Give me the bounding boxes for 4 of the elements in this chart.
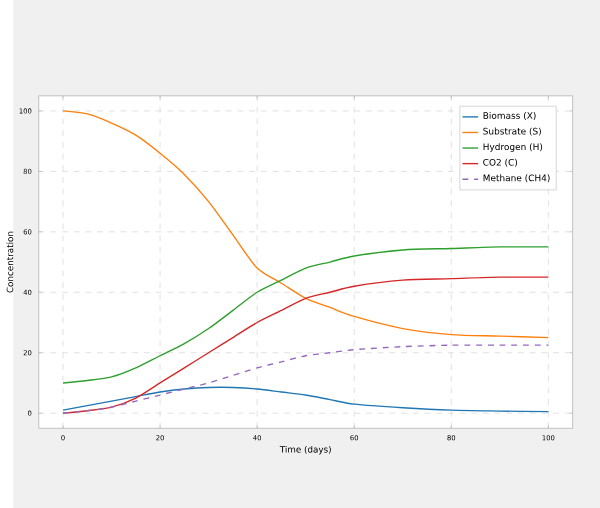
line-series: [62, 110, 550, 339]
line-series: [62, 386, 550, 413]
line-series: [62, 344, 550, 414]
line-series: [62, 245, 550, 384]
